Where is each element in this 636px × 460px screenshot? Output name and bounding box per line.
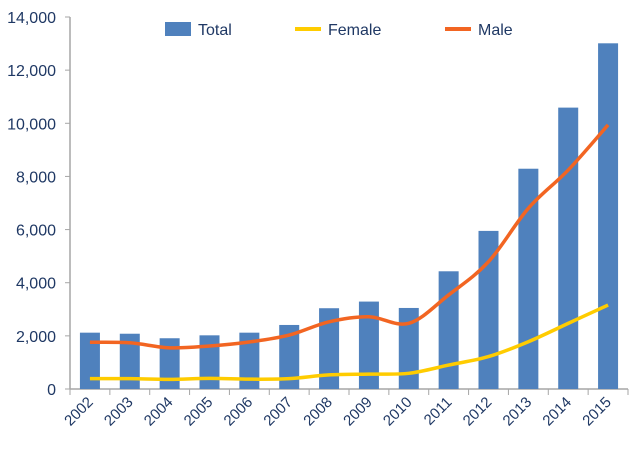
x-tick-label: 2015	[579, 394, 615, 430]
x-tick-label: 2007	[260, 394, 296, 430]
y-tick-label: 8,000	[16, 169, 56, 186]
legend-label-female: Female	[328, 22, 381, 39]
legend-swatch-total	[165, 22, 191, 36]
x-tick-label: 2003	[101, 394, 137, 430]
bar-total-2002	[79, 332, 100, 389]
bar-total-2006	[239, 332, 260, 389]
bar-total-2004	[159, 338, 180, 389]
y-tick-label: 2,000	[16, 329, 56, 346]
line-male	[89, 123, 610, 350]
bar-total-2007	[279, 324, 300, 389]
y-tick-label: 10,000	[7, 116, 56, 133]
x-tick-label: 2004	[141, 394, 177, 430]
y-tick-label: 6,000	[16, 223, 56, 240]
bar-total-2008	[319, 308, 340, 389]
x-tick-label: 2012	[460, 394, 496, 430]
y-tick-label: 12,000	[7, 63, 56, 80]
x-tick-label: 2005	[181, 394, 217, 430]
legend-label-total: Total	[198, 22, 232, 39]
y-tick-label: 14,000	[7, 10, 56, 27]
y-tick-label: 0	[47, 382, 56, 399]
x-tick-label: 2008	[300, 394, 336, 430]
x-tick-label: 2013	[500, 394, 536, 430]
x-tick-label: 2009	[340, 394, 376, 430]
bar-total-2012	[478, 230, 499, 389]
bar-total-2003	[119, 333, 140, 389]
x-tick-label: 2002	[61, 394, 97, 430]
x-tick-label: 2010	[380, 394, 416, 430]
bar-total-2015	[598, 43, 619, 389]
bar-total-2005	[199, 335, 220, 389]
legend-label-male: Male	[478, 22, 513, 39]
x-tick-label: 2006	[221, 394, 257, 430]
line-female	[89, 303, 609, 382]
y-tick-label: 4,000	[16, 276, 56, 293]
bar-total-2013	[518, 168, 539, 389]
x-tick-label: 2014	[539, 394, 575, 430]
bar-total-2009	[358, 301, 379, 389]
bar-total-2014	[558, 107, 579, 389]
bar-total-2010	[398, 307, 419, 389]
x-tick-label: 2011	[421, 394, 456, 429]
